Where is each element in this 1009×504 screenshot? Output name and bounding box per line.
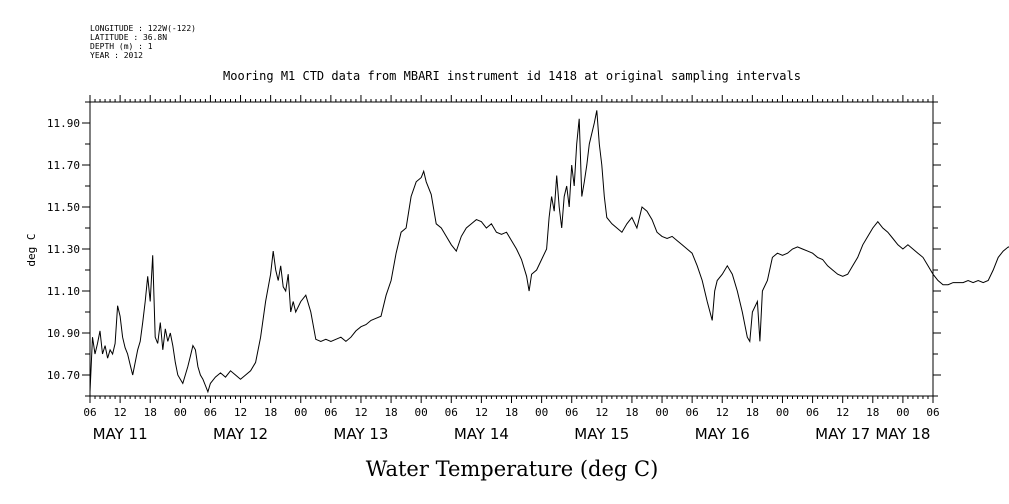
x-tick-label: 18: [505, 406, 518, 419]
x-tick-label: 18: [264, 406, 277, 419]
x-tick-label: 00: [655, 406, 668, 419]
date-label: MAY 12: [213, 425, 268, 443]
x-tick-label: 06: [83, 406, 96, 419]
x-tick-label: 12: [836, 406, 849, 419]
x-tick-label: 06: [806, 406, 819, 419]
chart-title: Mooring M1 CTD data from MBARI instrumen…: [223, 69, 801, 83]
y-tick-label: 11.10: [47, 285, 80, 298]
x-tick-label: 00: [896, 406, 909, 419]
x-tick-label: 12: [475, 406, 488, 419]
x-tick-label: 12: [595, 406, 608, 419]
date-label: MAY 17: [815, 425, 870, 443]
x-tick-label: 00: [415, 406, 428, 419]
date-label: MAY 14: [454, 425, 509, 443]
x-tick-label: 06: [926, 406, 939, 419]
metadata-year: YEAR : 2012: [90, 51, 143, 60]
plot-frame: [89, 101, 934, 397]
y-tick-label: 11.30: [47, 243, 80, 256]
x-tick-label: 12: [354, 406, 367, 419]
x-tick-label: 06: [445, 406, 458, 419]
metadata-latitude: LATITUDE : 36.8N: [90, 33, 167, 42]
x-tick-label: 00: [776, 406, 789, 419]
y-tick-label: 10.70: [47, 369, 80, 382]
date-label: MAY 18: [875, 425, 930, 443]
y-tick-label: 11.90: [47, 117, 80, 130]
x-tick-label: 00: [174, 406, 187, 419]
y-tick-label: 11.70: [47, 159, 80, 172]
y-tick-label: 11.50: [47, 201, 80, 214]
x-tick-label: 06: [565, 406, 578, 419]
x-tick-label: 18: [384, 406, 397, 419]
date-labels: MAY 11 MAY 12 MAY 13 MAY 14 MAY 15 MAY 16 MAY …: [93, 425, 931, 443]
x-tick-label: 18: [144, 406, 157, 419]
water-temperature-series-line: [89, 110, 1009, 394]
axis-ticks: [82, 95, 941, 403]
date-label: MAY 11: [93, 425, 148, 443]
metadata-depth: DEPTH (m) : 1: [90, 42, 153, 51]
date-label: MAY 13: [333, 425, 388, 443]
x-tick-label: 00: [535, 406, 548, 419]
x-tick-label: 06: [204, 406, 217, 419]
x-tick-label: 06: [686, 406, 699, 419]
x-tick-label: 06: [324, 406, 337, 419]
x-tick-label: 18: [625, 406, 638, 419]
metadata-longitude: LONGITUDE : 122W(-122): [90, 24, 196, 33]
x-tick-label: 12: [113, 406, 126, 419]
x-tick-label: 00: [294, 406, 307, 419]
x-axis-title: Water Temperature (deg C): [366, 457, 659, 481]
date-label: MAY 16: [695, 425, 750, 443]
x-tick-label: 12: [234, 406, 247, 419]
y-tick-labels: 10.70 10.90 11.10 11.30 11.50 11.70 11.90: [47, 117, 80, 382]
y-tick-label: 10.90: [47, 327, 80, 340]
metadata-block: LONGITUDE : 122W(-122) LATITUDE : 36.8N …: [90, 24, 196, 60]
x-tick-label: 18: [746, 406, 759, 419]
x-tick-label: 12: [716, 406, 729, 419]
x-tick-label: 18: [866, 406, 879, 419]
date-label: MAY 15: [574, 425, 629, 443]
x-tick-labels: 06 12 18 00 06 12 18 00 06 12 18 00 06 12 18 00 06 12 18 00…: [83, 406, 939, 419]
y-axis-label: deg C: [25, 233, 38, 266]
